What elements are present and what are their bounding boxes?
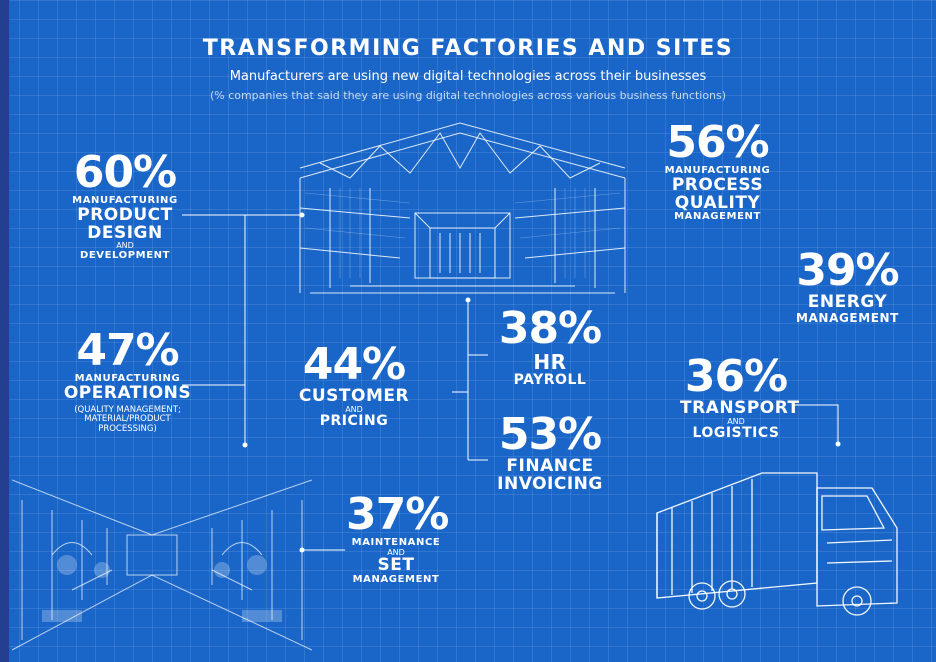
stat-label: PRODUCT <box>77 204 173 225</box>
stat-value: 56% <box>666 117 769 168</box>
stat-label: PROCESSING) <box>98 424 157 435</box>
stat-value: 38% <box>498 303 602 354</box>
stat-value: 36% <box>684 351 788 402</box>
stat-label: ENERGY <box>807 292 888 313</box>
stat-label: MANUFACTURING <box>72 195 178 207</box>
stat-label: TRANSPORT <box>680 398 800 419</box>
stat-value: 44% <box>302 339 406 390</box>
stat-value: 53% <box>498 409 602 460</box>
page-subtitle: Manufacturers are using new digital tech… <box>229 69 707 84</box>
stat-label: PROCESS <box>671 174 764 195</box>
stat-label: DESIGN <box>87 222 163 243</box>
stat-label: (QUALITY MANAGEMENT; <box>74 404 181 415</box>
stat-label: PAYROLL <box>513 372 587 389</box>
stat-transport: 36% TRANSPORT AND LOGISTICS <box>680 351 800 442</box>
stat-label: SET <box>377 555 415 576</box>
stat-label: CUSTOMER <box>298 386 410 407</box>
page-note: (% companies that said they are using di… <box>209 89 727 102</box>
stat-label: PRICING <box>319 413 389 430</box>
stat-label: INVOICING <box>497 474 603 495</box>
stat-product-design: 60% MANUFACTURING PRODUCT DESIGN AND DEV… <box>60 147 190 261</box>
stat-label: DEVELOPMENT <box>79 249 171 261</box>
stat-label: MANUFACTURING <box>664 165 771 177</box>
stat-label: AND <box>727 417 745 427</box>
factory-hall-illustration <box>299 122 626 294</box>
stat-value: 60% <box>73 147 177 198</box>
stat-energy: 39% ENERGY MANAGEMENT <box>780 245 915 326</box>
stat-label: MATERIAL/PRODUCT <box>84 414 171 425</box>
connector-transport <box>792 404 839 444</box>
stat-value: 37% <box>346 489 449 540</box>
stat-label: AND <box>387 547 405 557</box>
stat-label: AND <box>116 241 134 251</box>
stat-label: MANAGEMENT <box>796 311 899 326</box>
stat-customer: 44% CUSTOMER AND PRICING <box>298 339 410 430</box>
stat-process-quality: 56% MANUFACTURING PROCESS QUALITY MANAGE… <box>650 117 785 223</box>
stat-label: MANUFACTURING <box>74 373 181 385</box>
stat-label: LOGISTICS <box>692 425 780 442</box>
production-line-illustration <box>12 479 312 651</box>
stat-value: 39% <box>796 245 899 296</box>
stat-label: QUALITY <box>674 192 761 213</box>
stat-label: OPERATIONS <box>63 382 192 403</box>
stat-operations: 47% MANUFACTURING OPERATIONS (QUALITY MA… <box>55 325 200 435</box>
stat-label: MANAGEMENT <box>352 573 440 585</box>
stat-maintenance: 37% MAINTENANCE AND SET MANAGEMENT <box>346 489 449 585</box>
stat-label: AND <box>345 405 363 415</box>
left-edge-bar <box>0 0 9 662</box>
stat-finance: 53% FINANCE INVOICING <box>486 409 614 495</box>
stat-label: HR <box>533 350 567 375</box>
stat-hr: 38% HR PAYROLL <box>490 303 610 389</box>
page-title: TRANSFORMING FACTORIES AND SITES <box>202 36 734 61</box>
stat-label: MANAGEMENT <box>674 211 761 223</box>
stat-value: 47% <box>76 325 179 376</box>
stat-label: FINANCE <box>506 456 594 477</box>
truck-illustration <box>656 472 898 616</box>
stat-label: MAINTENANCE <box>351 537 441 549</box>
